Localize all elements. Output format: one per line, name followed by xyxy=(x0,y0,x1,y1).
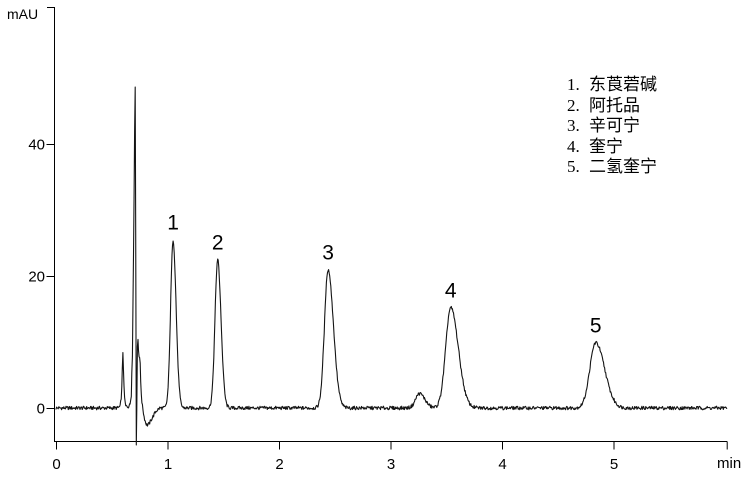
x-tick-label: 5 xyxy=(610,456,618,473)
x-tick-label: 1 xyxy=(164,456,172,473)
y-tick-label: 40 xyxy=(28,137,45,154)
legend-item-3: 3. 辛可宁 xyxy=(567,116,657,137)
peak-label-3: 3 xyxy=(322,241,334,264)
peak-label-2: 2 xyxy=(212,232,224,255)
legend-item-5: 5. 二氢奎宁 xyxy=(567,157,657,178)
legend-number: 3. xyxy=(567,116,580,135)
peak-label-4: 4 xyxy=(445,280,457,303)
legend-item-2: 2. 阿托品 xyxy=(567,96,657,117)
peak-label-5: 5 xyxy=(590,315,602,338)
x-tick-label: 4 xyxy=(498,456,506,473)
legend-compound-name: 东莨菪碱 xyxy=(589,75,657,94)
x-axis-unit-label: min xyxy=(717,455,742,472)
signal-trace xyxy=(55,86,728,446)
peak-legend: 1. 东莨菪碱 2. 阿托品 3. 辛可宁 4. 奎宁 5. 二氢奎宁 xyxy=(567,75,657,178)
legend-number: 1. xyxy=(567,75,580,94)
x-tick-label: 2 xyxy=(275,456,283,473)
legend-number: 2. xyxy=(567,95,580,115)
legend-number: 4. xyxy=(567,136,580,156)
legend-item-4: 4. 奎宁 xyxy=(567,137,657,158)
legend-number: 5. xyxy=(567,157,580,176)
peak-label-1: 1 xyxy=(167,212,179,235)
x-tick-label: 3 xyxy=(387,456,395,473)
y-axis-unit-label: mAU xyxy=(7,6,39,22)
legend-compound-name: 阿托品 xyxy=(589,95,640,115)
y-tick-label: 20 xyxy=(28,269,45,286)
x-tick-label: 0 xyxy=(52,456,60,473)
legend-compound-name: 辛可宁 xyxy=(589,116,640,135)
legend-compound-name: 奎宁 xyxy=(589,136,623,156)
axis-lines xyxy=(54,7,728,442)
y-tick-label: 0 xyxy=(37,401,45,418)
legend-compound-name: 二氢奎宁 xyxy=(589,157,657,176)
legend-item-1: 1. 东莨菪碱 xyxy=(567,75,657,96)
